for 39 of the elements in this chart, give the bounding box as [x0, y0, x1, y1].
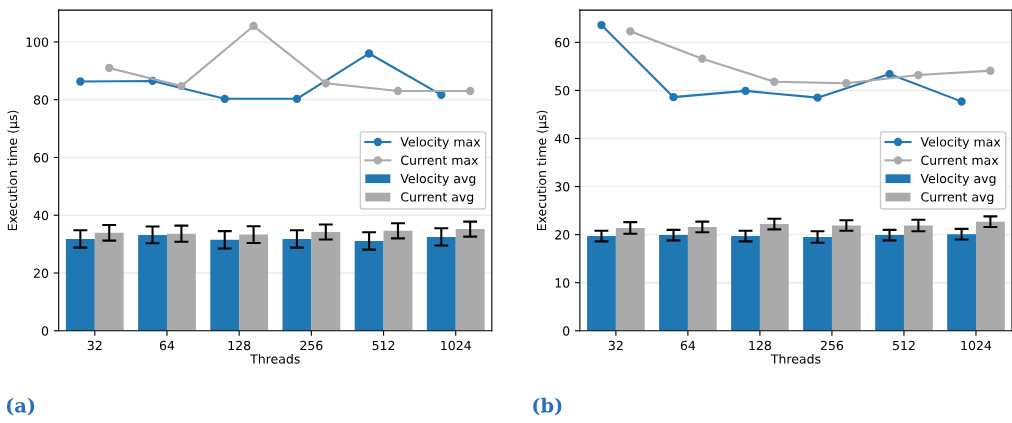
- x-tick-label: 512: [372, 340, 395, 351]
- x-axis-title: Threads: [770, 353, 821, 364]
- text: (a): [6, 397, 35, 416]
- x-tick-label: 128: [749, 340, 771, 351]
- x-tick-label: 64: [159, 340, 175, 351]
- legend-label: Velocity avg: [920, 173, 996, 186]
- y-tick-label: 40: [33, 210, 49, 221]
- x-axis-title: Threads: [250, 353, 300, 364]
- y-tick-label: 10: [555, 278, 570, 288]
- y-axis-title: Execution time (µs): [536, 110, 549, 231]
- x-tick-label: 64: [680, 340, 696, 351]
- y-tick-label: 60: [555, 37, 570, 48]
- y-tick-label: 80: [33, 95, 49, 105]
- y-tick-label: 20: [555, 230, 570, 240]
- legend-label: Current avg: [921, 192, 994, 205]
- legend-label: Velocity max: [920, 136, 1001, 149]
- y-tick-label: 20: [33, 268, 49, 278]
- x-tick-label: 128: [228, 340, 251, 351]
- legend-label: Current avg: [401, 192, 474, 205]
- x-tick-label: 32: [608, 340, 623, 351]
- legend-label: Current max: [921, 155, 999, 165]
- y-tick-label: 60: [33, 152, 49, 163]
- y-tick-label: 40: [554, 133, 570, 144]
- y-tick-label: 30: [555, 182, 570, 192]
- x-tick-label: 1024: [961, 340, 992, 351]
- y-tick-label: 50: [555, 85, 570, 96]
- x-tick-label: 32: [87, 340, 102, 351]
- x-tick-label: 256: [300, 340, 323, 351]
- x-tick-label: 256: [820, 340, 844, 351]
- y-tick-label: 0: [563, 326, 570, 336]
- y-tick-label: 0: [41, 326, 49, 336]
- legend-label: Current max: [401, 155, 479, 165]
- y-tick-label: 100: [26, 37, 49, 47]
- y-axis-title: Execution time (µs): [7, 110, 20, 231]
- x-tick-label: 1024: [441, 340, 471, 351]
- legend-label: Velocity avg: [400, 173, 476, 186]
- legend-label: Velocity max: [400, 136, 481, 149]
- text: (b): [533, 397, 562, 416]
- x-tick-label: 512: [893, 340, 915, 351]
